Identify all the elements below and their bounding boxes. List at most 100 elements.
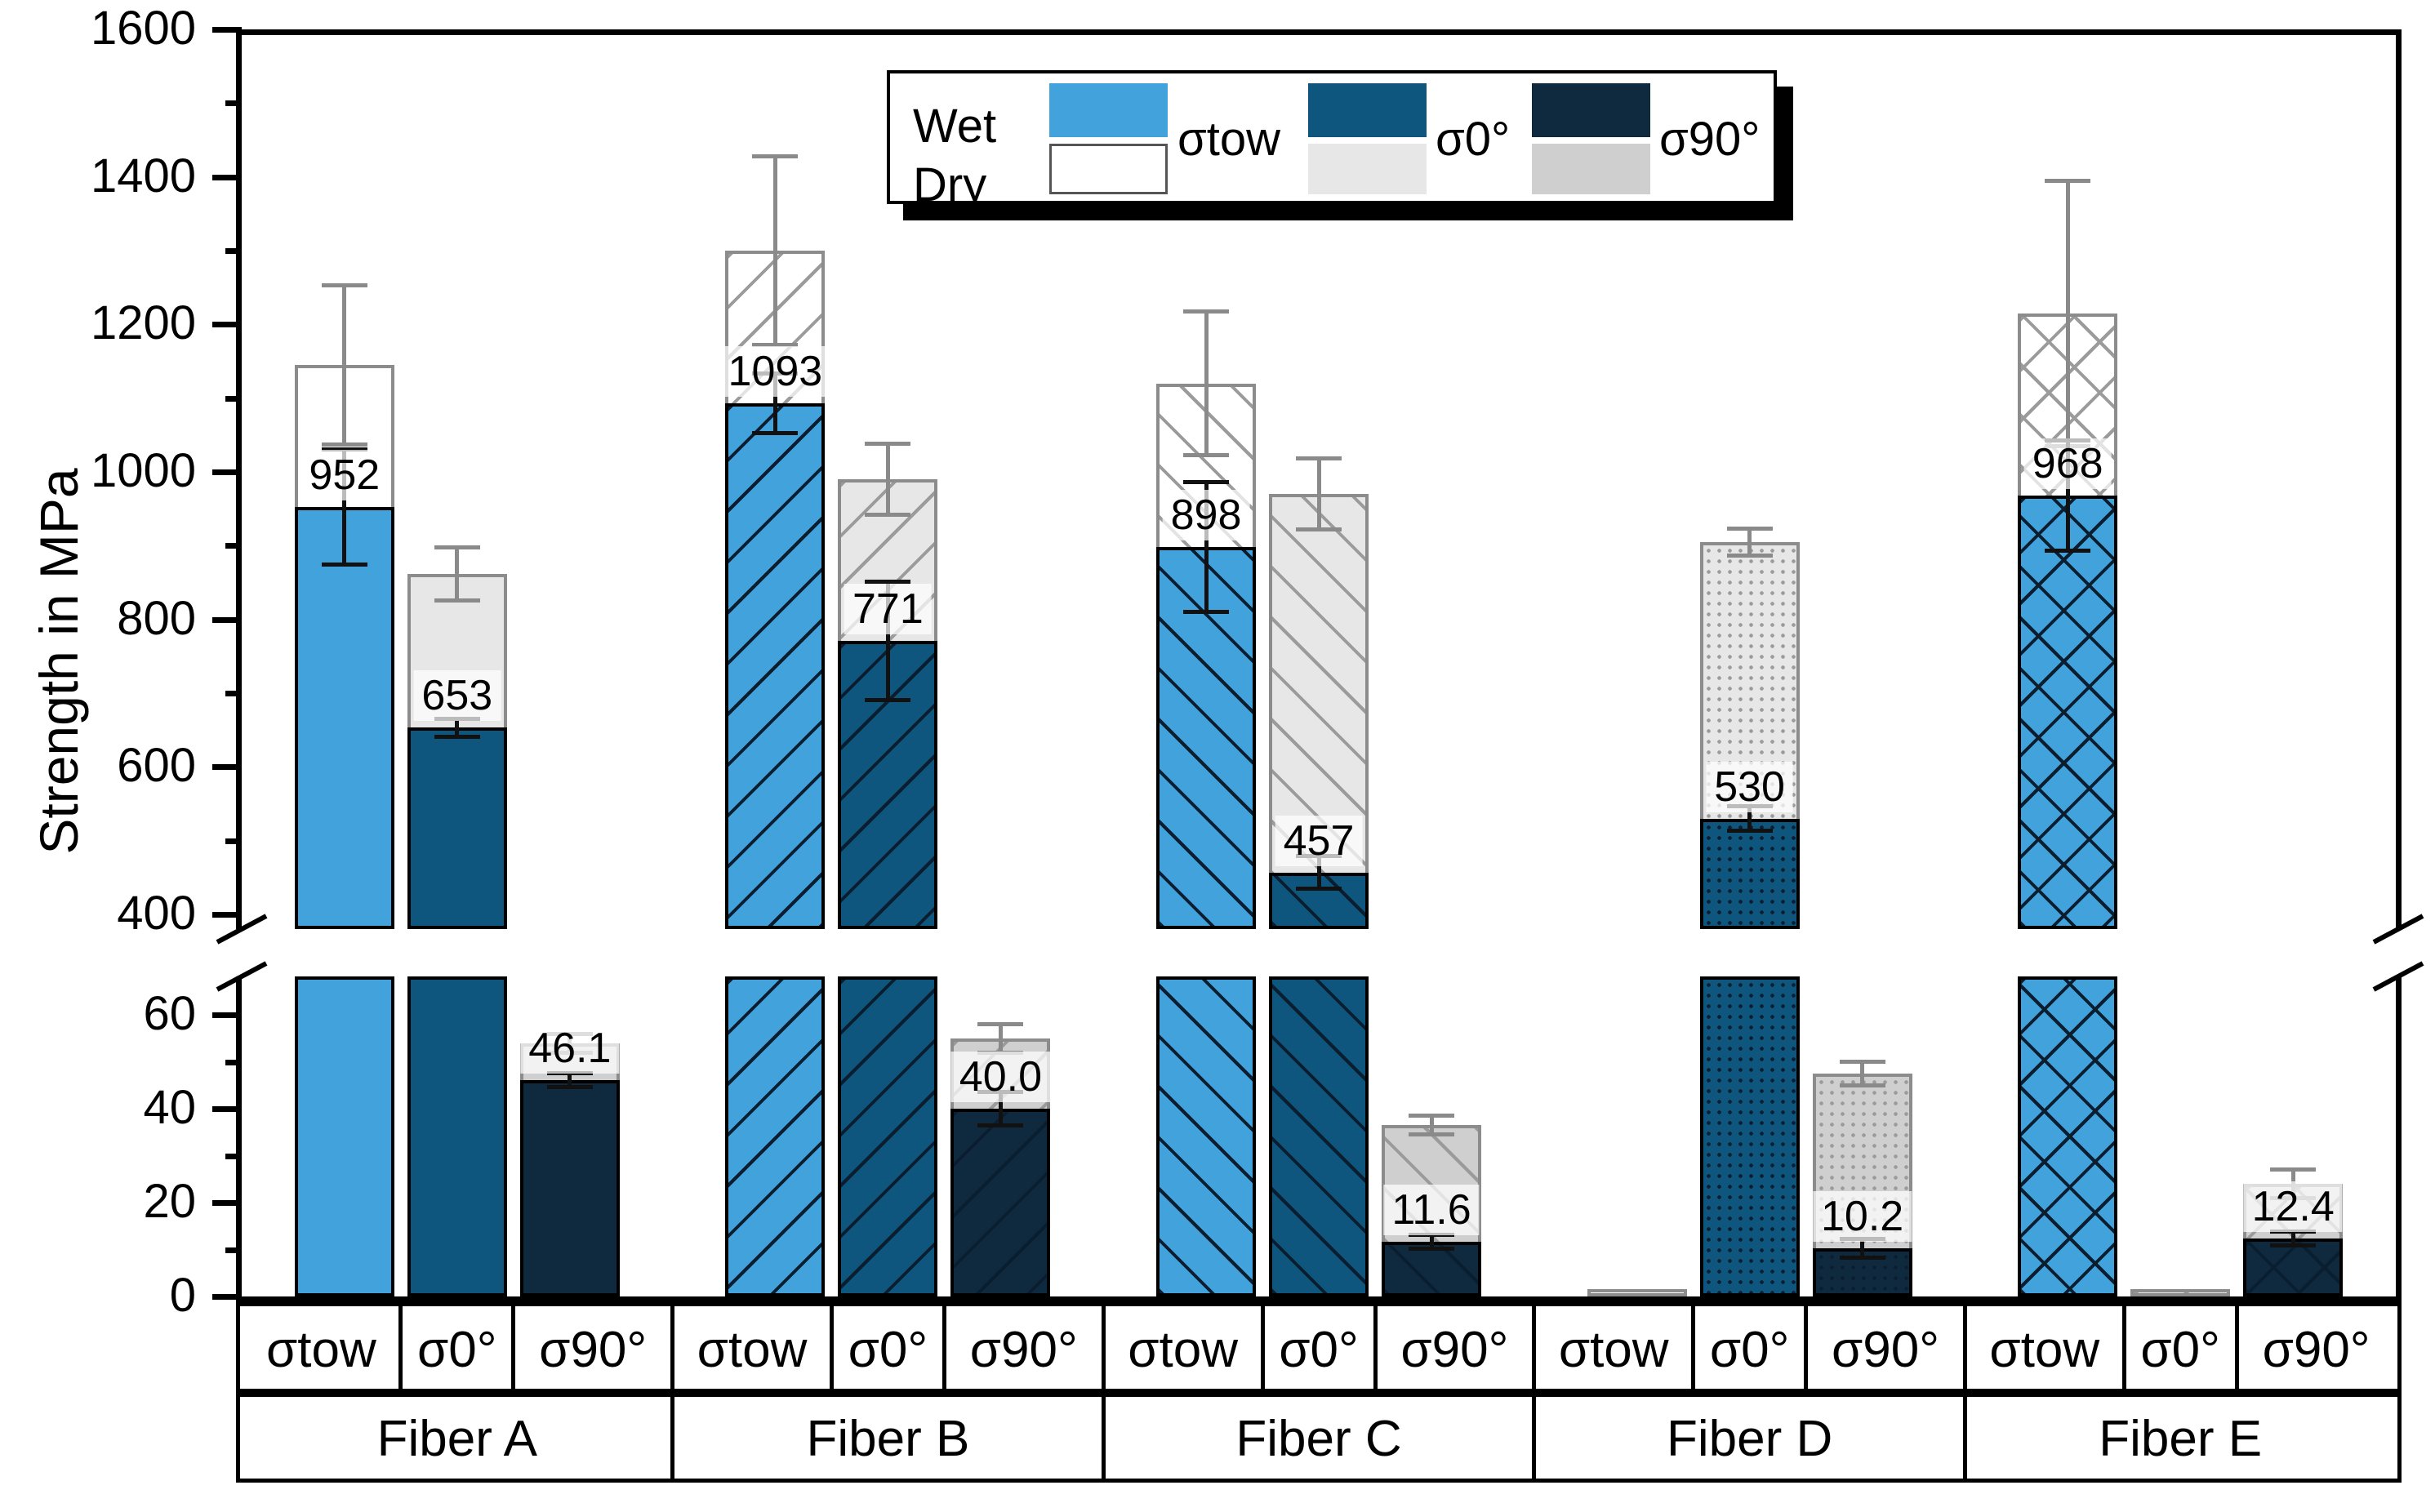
category-divider [398, 1302, 403, 1393]
error-bar-wet-fiber-b-0deg-cap [865, 580, 911, 585]
bar-wet-fiber-b-0deg [838, 976, 938, 1296]
data-label-fiber-b-tow: 1093 [719, 345, 831, 397]
bar-dry-fiber-e-0deg [2130, 1289, 2231, 1296]
x-axis-line [236, 1296, 2402, 1302]
y-axis-tick [225, 248, 242, 254]
bar-wet-fiber-a-tow [294, 507, 394, 929]
legend-swatch-dry-90deg [1532, 144, 1650, 194]
y-axis-line [236, 29, 242, 1302]
error-bar-dry-fiber-c-90deg-cap [1409, 1132, 1454, 1137]
y-axis-tick-label: 800 [117, 591, 196, 645]
error-bar-dry-fiber-a-0deg-cap [434, 598, 480, 603]
y-axis-tick [225, 395, 242, 402]
y-axis-tick-label: 20 [143, 1175, 196, 1228]
category-label-0deg: σ0° [848, 1322, 928, 1378]
category-label-tow: σtow [1128, 1322, 1238, 1378]
y-axis-tick [225, 1153, 242, 1159]
y-axis-tick-label: 600 [117, 739, 196, 793]
y-axis-tick [212, 616, 242, 623]
legend-row-wet-label: Wet [913, 100, 997, 153]
error-bar-dry-fiber-d-0deg-cap [1726, 527, 1773, 531]
error-bar-wet-fiber-c-0deg [1316, 856, 1321, 889]
error-bar-dry-fiber-c-90deg [1429, 1115, 1434, 1135]
bar-wet-fiber-a-90deg [519, 1079, 620, 1296]
y-axis-tick [225, 1247, 242, 1253]
category-label-90deg: σ90° [1400, 1322, 1509, 1378]
category-label-90deg: σ90° [539, 1322, 648, 1378]
error-bar-dry-fiber-c-tow-cap [1183, 452, 1229, 457]
error-bar-wet-fiber-d-0deg-cap [1726, 829, 1773, 834]
y-axis-tick [225, 691, 242, 696]
y-axis-tick [212, 469, 242, 475]
data-label-fiber-c-0deg: 457 [1275, 815, 1363, 866]
error-bar-wet-fiber-c-tow-cap [1183, 610, 1229, 615]
error-bar-dry-fiber-e-tow-cap [2045, 178, 2091, 183]
y-axis-tick-label: 40 [143, 1081, 196, 1134]
error-bar-dry-fiber-d-90deg-cap [1839, 1060, 1885, 1064]
category-label-tow: σtow [266, 1322, 376, 1378]
error-bar-wet-fiber-c-0deg-cap [1296, 886, 1342, 891]
error-bar-dry-fiber-c-0deg-cap [1296, 527, 1342, 531]
error-bar-wet-fiber-d-0deg [1747, 806, 1752, 831]
category-label-tow: σtow [1989, 1322, 2100, 1378]
y-axis-tick-label: 1000 [90, 444, 196, 497]
y-axis-tick [212, 174, 242, 180]
y-axis-tick [212, 764, 242, 771]
category-row-box [236, 1302, 2402, 1393]
data-label-fiber-d-0deg: 530 [1706, 761, 1793, 812]
y-axis-tick [212, 1012, 242, 1018]
legend-swatch-dry-0deg [1308, 144, 1427, 194]
category-divider [1373, 1302, 1378, 1393]
category-label-0deg: σ0° [2140, 1322, 2220, 1378]
error-bar-wet-fiber-e-90deg [2290, 1231, 2295, 1246]
bar-wet-fiber-c-0deg [1269, 872, 1369, 929]
error-bar-dry-fiber-b-90deg-cap [977, 1022, 1024, 1026]
y-axis-tick [212, 322, 242, 328]
y-axis-tick [225, 838, 242, 844]
legend-col-tow-label: σtow [1177, 113, 1281, 166]
error-bar-dry-fiber-b-0deg-cap [865, 512, 911, 517]
legend-row-dry-label: Dry [913, 158, 987, 211]
category-label-0deg: σ0° [1279, 1322, 1359, 1378]
error-bar-dry-fiber-b-0deg-cap [865, 442, 911, 447]
axis-break-band [209, 929, 2428, 976]
error-bar-wet-fiber-b-tow-cap [752, 430, 799, 435]
category-label-90deg: σ90° [1831, 1322, 1940, 1378]
data-label-fiber-a-90deg: 46.1 [520, 1022, 620, 1074]
error-bar-wet-fiber-c-tow-cap [1183, 480, 1229, 485]
category-label-tow: σtow [697, 1322, 808, 1378]
data-label-fiber-e-tow: 968 [2023, 438, 2112, 489]
error-bar-dry-fiber-d-0deg [1747, 528, 1752, 556]
error-bar-wet-fiber-a-90deg [568, 1073, 572, 1087]
fiber-label-c: Fiber C [1235, 1411, 1402, 1467]
bar-dry-fiber-d-tow [1587, 1289, 1687, 1296]
y-axis-tick [225, 100, 242, 107]
group-divider [1101, 1302, 1106, 1483]
data-label-fiber-b-90deg: 40.0 [950, 1052, 1050, 1102]
fiber-label-d: Fiber D [1666, 1411, 1833, 1467]
bar-wet-fiber-d-0deg [1699, 976, 1800, 1296]
y-axis-tick [225, 1059, 242, 1065]
category-divider [829, 1302, 834, 1393]
bar-wet-fiber-e-tow [2018, 495, 2118, 929]
error-bar-wet-fiber-e-tow [2065, 440, 2070, 551]
error-bar-wet-fiber-a-tow-cap [321, 563, 367, 567]
category-divider [2234, 1302, 2239, 1393]
bar-wet-fiber-b-tow [725, 976, 826, 1296]
y-axis-tick-label: 60 [143, 987, 196, 1040]
error-bar-wet-fiber-a-tow-cap [321, 447, 367, 452]
group-divider [670, 1302, 675, 1483]
error-bar-wet-fiber-b-0deg-cap [865, 697, 911, 702]
category-label-tow: σtow [1558, 1322, 1669, 1378]
error-bar-wet-fiber-c-90deg-cap [1409, 1247, 1454, 1252]
error-bar-dry-fiber-c-tow [1204, 311, 1209, 456]
error-bar-dry-fiber-a-tow [342, 285, 347, 445]
bar-wet-fiber-e-tow [2018, 976, 2118, 1296]
bar-wet-fiber-c-0deg [1269, 976, 1369, 1296]
category-label-0deg: σ0° [417, 1322, 497, 1378]
y-axis-tick [212, 27, 242, 33]
legend-swatch-dry-tow [1049, 144, 1168, 194]
y-axis-tick [212, 1200, 242, 1206]
error-bar-dry-fiber-a-0deg [455, 547, 460, 601]
